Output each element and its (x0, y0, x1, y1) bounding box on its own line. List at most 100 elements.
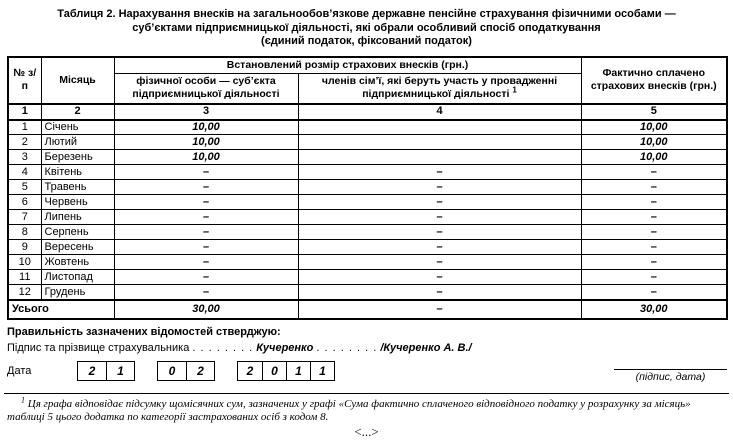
table-row: 3 Березень 10,00 10,00 (7, 149, 728, 165)
table-row: 11 Листопад – – – (7, 269, 728, 285)
column-index-row: 1 2 3 4 5 (7, 102, 728, 121)
footnote: 1 Ця графа відповідає підсумку щомісячни… (7, 396, 726, 424)
family-amount: – (297, 194, 582, 210)
header-entrepreneur: фізичної особи — суб’єкта підприємницько… (113, 73, 299, 104)
row-number: 5 (7, 179, 42, 195)
month-name: Серпень (40, 224, 115, 240)
month-rows: 1 Січень 10,00 10,00 2 Лютий 10,00 10,00 3 Березе… (7, 119, 728, 300)
month-name: Грудень (40, 284, 115, 300)
signature-name: Кучеренко (256, 341, 314, 354)
signature-full-name: /Кучеренко А. В./ (380, 341, 472, 354)
header-family-members: членів сім’ї, які беруть участь у провад… (297, 73, 582, 104)
signature-caption: (підпис, дата) (614, 369, 727, 383)
title-line-3: (єдиний податок, фіксований податок) (261, 35, 472, 47)
date-digit-cell: 1 (286, 361, 310, 380)
month-name: Березень (40, 149, 115, 165)
entrepreneur-amount: – (113, 194, 299, 210)
document-continuation-mark: <...> (354, 424, 379, 439)
table-row: 8 Серпень – – – (7, 224, 728, 240)
paid-amount: – (580, 239, 728, 255)
paid-amount: – (580, 254, 728, 270)
paid-amount: – (580, 269, 728, 285)
row-number: 2 (7, 134, 42, 150)
date-digit-cell: 0 (262, 361, 286, 380)
row-number: 9 (7, 239, 42, 255)
column-index-2: 2 (40, 102, 115, 121)
date-digit-cell: 1 (310, 361, 334, 380)
paid-amount: – (580, 179, 728, 195)
entrepreneur-amount: – (113, 239, 299, 255)
family-amount: – (297, 209, 582, 225)
total-paid-amount: 30,00 (580, 298, 728, 319)
month-name: Жовтень (40, 254, 115, 270)
header-row-number: № з/п (7, 56, 42, 104)
total-entrepreneur-amount: 30,00 (113, 298, 299, 319)
entrepreneur-amount: – (113, 209, 299, 225)
family-amount: – (297, 284, 582, 300)
table-row: 6 Червень – – – (7, 194, 728, 210)
month-name: Травень (40, 179, 115, 195)
title-line-1: Таблиця 2. Нарахування внесків на загаль… (57, 8, 676, 20)
row-number: 1 (7, 119, 42, 135)
row-number: 12 (7, 284, 42, 300)
footnote-reference-mark: 1 (512, 85, 517, 95)
paid-amount: – (580, 209, 728, 225)
header-established-group: Встановлений розмір страхових внесків (г… (113, 56, 582, 74)
table-header: № з/п Місяць Встановлений розмір страхов… (7, 56, 728, 121)
month-name: Листопад (40, 269, 115, 285)
date-digit-cell: 0 (168, 363, 176, 378)
total-section: Усього 30,00 – 30,00 (7, 298, 728, 319)
footnote-separator (4, 393, 729, 394)
date-label: Дата (7, 364, 32, 377)
signature-row: Підпис та прізвище страхувальника . . . … (7, 342, 726, 354)
paid-amount: – (580, 164, 728, 180)
family-amount: – (297, 269, 582, 285)
paid-amount: 10,00 (580, 119, 728, 135)
dotted-line-left: . . . . . . . . (192, 341, 254, 354)
confirmation-statement: Правильність зазначених відомостей ствер… (7, 325, 281, 338)
entrepreneur-amount: 10,00 (113, 134, 299, 150)
family-amount: – (297, 254, 582, 270)
contributions-table: № з/п Місяць Встановлений розмір страхов… (7, 55, 728, 320)
total-label: Усього (7, 298, 115, 319)
column-index-1: 1 (7, 102, 42, 121)
family-amount (297, 149, 582, 165)
header-actually-paid: Фактично сплачено страхових внесків (грн… (580, 56, 728, 104)
family-amount: – (297, 224, 582, 240)
entrepreneur-amount: – (113, 164, 299, 180)
entrepreneur-amount: 10,00 (113, 149, 299, 165)
date-digit-cell: 1 (106, 361, 134, 380)
entrepreneur-amount: – (113, 254, 299, 270)
family-amount: – (297, 179, 582, 195)
date-digit-cell: 2 (246, 363, 254, 378)
row-number: 4 (7, 164, 42, 180)
table-row: 1 Січень 10,00 10,00 (7, 119, 728, 135)
entrepreneur-amount: – (113, 269, 299, 285)
family-amount: – (297, 239, 582, 255)
dotted-line-right: . . . . . . . . (316, 341, 378, 354)
table-row: 7 Липень – – – (7, 209, 728, 225)
entrepreneur-amount: – (113, 179, 299, 195)
row-number: 8 (7, 224, 42, 240)
paid-amount: – (580, 284, 728, 300)
header-month: Місяць (40, 56, 115, 104)
month-name: Вересень (40, 239, 115, 255)
table-row: 4 Квітень – – – (7, 164, 728, 180)
table-row: 5 Травень – – – (7, 179, 728, 195)
family-amount: – (297, 164, 582, 180)
paid-amount: 10,00 (580, 134, 728, 150)
signature-label: Підпис та прізвище страхувальника (7, 341, 190, 354)
row-number: 11 (7, 269, 42, 285)
month-name: Січень (40, 119, 115, 135)
date-digit-cell: 2 (186, 361, 214, 380)
title-line-2: суб’єктами підприємницької діяльності, я… (132, 21, 601, 34)
family-amount (297, 119, 582, 135)
month-name: Квітень (40, 164, 115, 180)
month-name: Лютий (40, 134, 115, 150)
row-number: 3 (7, 149, 42, 165)
paid-amount: – (580, 224, 728, 240)
column-index-3: 3 (113, 102, 299, 121)
table-row: 9 Вересень – – – (7, 239, 728, 255)
